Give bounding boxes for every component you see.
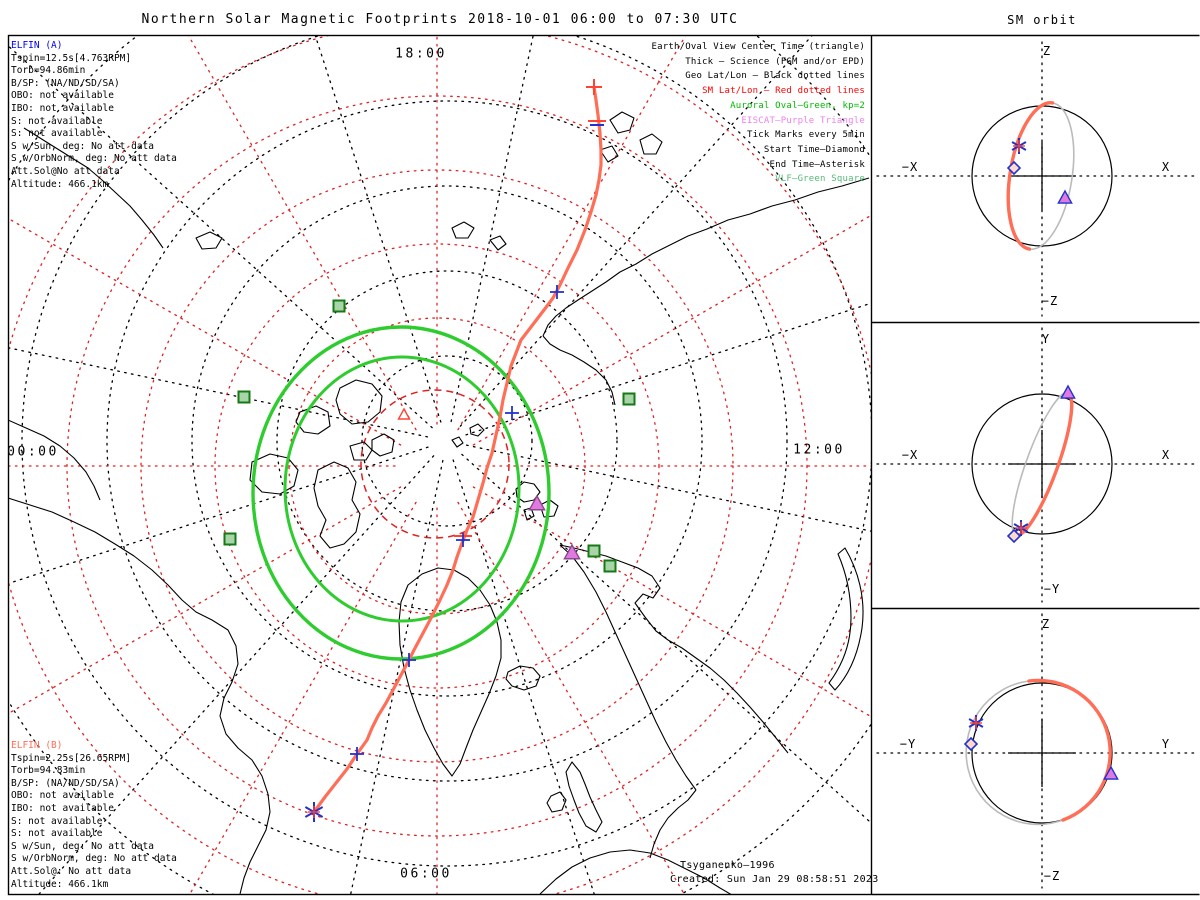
- mlt-label-1800: 18:00: [395, 46, 447, 62]
- info-line: S: not available: [11, 828, 103, 840]
- panel2-axis-right: X: [1161, 448, 1171, 462]
- legend-line: Thick – Science (FGM and/or EPD): [685, 56, 865, 67]
- info-line: Tspin=2.25s[26.65RPM]: [11, 752, 132, 764]
- page-title: Northern Solar Magnetic Footprints 2018-…: [141, 12, 739, 27]
- elfin-a-info-block: ELFIN (A) Tspin=12.5s[4.763RPM] Torb=94.86…: [11, 40, 177, 191]
- panel3-axis-top: Z: [1041, 617, 1051, 631]
- mlt-label-0600: 06:00: [400, 866, 452, 882]
- elfin-b-info-block: ELFIN (B) Tspin=2.25s[26.65RPM] Torb=94.83…: [11, 740, 177, 891]
- legend-line: Start Time–Diamond: [763, 144, 865, 155]
- spacecraft-header: ELFIN (A): [11, 40, 63, 51]
- panel3-axis-left: −Y: [899, 737, 917, 751]
- info-line: B/SP: (NA/ND/SD/SA): [11, 77, 120, 89]
- map-legend: Earth/Oval View Center Time (triangle) Th…: [651, 40, 865, 187]
- mlt-label-1200: 12:00: [793, 442, 845, 458]
- info-line: Att.Sol@No att data: [11, 165, 120, 177]
- legend-line: Tick Marks every 5min: [747, 130, 865, 141]
- coastlines: [9, 111, 870, 894]
- info-line: S: not available: [11, 128, 103, 140]
- info-line: IBO: not available: [11, 802, 114, 814]
- info-line: S: not available: [11, 815, 103, 827]
- info-line: Att.Sol@: No att data: [11, 865, 132, 877]
- created-timestamp: Created: Sun Jan 29 08:58:51 2023: [670, 874, 879, 885]
- panel3-axis-bottom: −Z: [1043, 869, 1061, 883]
- legend-line: EISCAT–Purple Triangle: [741, 115, 865, 126]
- panel1-axis-left: −X: [901, 160, 919, 174]
- info-line: Torb=94.86min: [11, 65, 86, 77]
- legend-line: Earth/Oval View Center Time (triangle): [651, 42, 865, 52]
- legend-line: VLF–Green Square: [775, 174, 865, 185]
- panel3-axis-right: Y: [1161, 737, 1171, 751]
- panel1-axis-right: X: [1161, 160, 1171, 174]
- info-line: S w/OrbNorm, deg: No att data: [11, 853, 177, 865]
- info-line: IBO: not available: [11, 102, 114, 114]
- panel1-axis-bottom: −Z: [1041, 294, 1059, 308]
- sm-orbit-panels-data: [963, 101, 1119, 826]
- info-line: B/SP: (NA/ND/SD/SA): [11, 777, 120, 789]
- legend-line: Geo Lat/Lon – Black dotted lines: [685, 71, 865, 82]
- legend-line: Auroral Oval–Green, kp=2: [730, 100, 865, 111]
- spacecraft-header: ELFIN (B): [11, 740, 63, 751]
- info-line: Altitude: 466.1km: [11, 178, 109, 190]
- info-line: Torb=94.83min: [11, 765, 86, 777]
- legend-line: End Time–Asterisk: [769, 159, 865, 170]
- info-line: S w/Sun, deg: No att data: [11, 840, 154, 852]
- info-line: S: not available: [11, 115, 103, 127]
- info-line: Altitude: 466.1km: [11, 878, 109, 890]
- panel2-axis-bottom: −Y: [1043, 582, 1061, 596]
- sm-orbit-title: SM orbit: [1007, 13, 1077, 27]
- panel2-axis-left: −X: [901, 448, 919, 462]
- info-line: OBO: not available: [11, 90, 114, 102]
- map-border: [7, 34, 873, 896]
- model-credit: Tsyganenko–1996: [680, 860, 775, 871]
- panel-borders: [7, 34, 1200, 896]
- info-line: S w/Sun, deg: No att data: [11, 140, 154, 152]
- panel1-axis-top: Z: [1042, 44, 1052, 58]
- sm-orbit-panels-static: [876, 41, 1197, 889]
- panel2-axis-top: Y: [1041, 332, 1051, 346]
- legend-line: SM Lat/Lon – Red dotted lines: [702, 86, 865, 97]
- info-line: OBO: not available: [11, 790, 114, 802]
- info-line: S w/OrbNorm, deg: No att data: [11, 153, 177, 165]
- info-line: Tspin=12.5s[4.763RPM]: [11, 52, 132, 64]
- map-data-layer: [223, 79, 636, 822]
- mlt-label-0000: 00:00: [7, 444, 59, 460]
